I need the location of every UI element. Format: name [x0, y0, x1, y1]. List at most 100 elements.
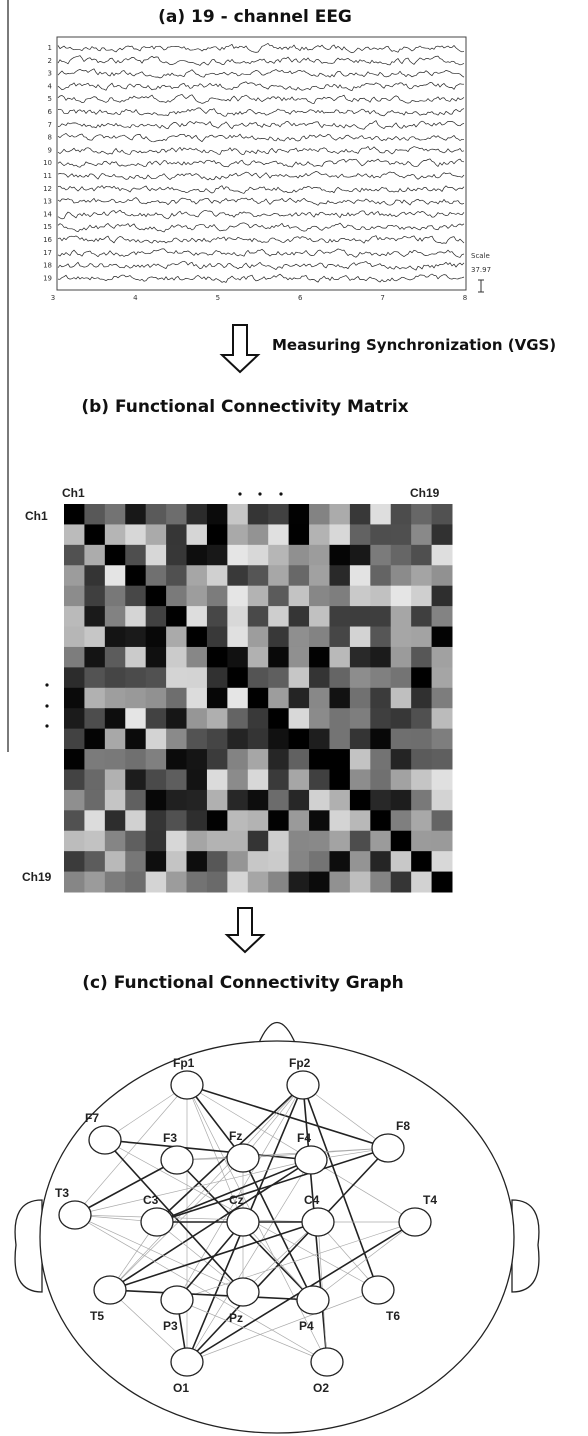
- matrix-cell: [432, 831, 453, 852]
- matrix-cell: [64, 729, 85, 750]
- matrix-cell: [248, 851, 269, 872]
- matrix-cell: [207, 627, 228, 648]
- matrix-cell: [411, 524, 432, 545]
- node: [89, 1126, 121, 1154]
- matrix-cell: [432, 769, 453, 790]
- matrix-cell: [432, 872, 453, 893]
- matrix-cell: [227, 831, 248, 852]
- matrix-cell: [370, 708, 391, 729]
- node: [59, 1201, 91, 1229]
- matrix-cell: [289, 586, 310, 607]
- x-tick-label: 5: [216, 294, 220, 302]
- matrix-cell: [289, 688, 310, 709]
- matrix-cell: [64, 708, 85, 729]
- matrix-cell: [289, 606, 310, 627]
- matrix-cell: [370, 606, 391, 627]
- matrix-cell: [146, 872, 167, 893]
- channel-label: 17: [43, 249, 52, 257]
- matrix-cell: [309, 586, 330, 607]
- matrix-cell: [329, 688, 350, 709]
- matrix-cell: [248, 545, 269, 566]
- matrix-cell: [105, 565, 126, 586]
- matrix-cell: [268, 708, 289, 729]
- node: [287, 1071, 319, 1099]
- matrix-cell: [146, 810, 167, 831]
- matrix-cell: [187, 810, 208, 831]
- matrix-cell: [227, 708, 248, 729]
- matrix-cell: [391, 872, 412, 893]
- matrix-cell: [391, 667, 412, 688]
- matrix-cell: [432, 524, 453, 545]
- matrix-cell: [227, 606, 248, 627]
- matrix-cell: [248, 667, 269, 688]
- matrix-cell: [207, 708, 228, 729]
- matrix-cell: [411, 504, 432, 525]
- channel-label: 8: [48, 134, 52, 142]
- matrix-cell: [350, 769, 371, 790]
- matrix-cell: [187, 851, 208, 872]
- channel-label: 14: [43, 210, 52, 218]
- matrix-cell: [146, 790, 167, 811]
- matrix-cell: [84, 606, 105, 627]
- x-tick-label: 6: [298, 294, 303, 302]
- matrix-cell: [268, 831, 289, 852]
- node-label: P3: [163, 1319, 178, 1333]
- matrix-cell: [105, 586, 126, 607]
- matrix-cell: [187, 627, 208, 648]
- channel-label: 16: [43, 236, 52, 244]
- matrix-cell: [248, 708, 269, 729]
- matrix-cell: [125, 729, 146, 750]
- matrix-cell: [411, 851, 432, 872]
- matrix-cell: [268, 729, 289, 750]
- matrix-cell: [268, 872, 289, 893]
- matrix-cell: [166, 586, 187, 607]
- matrix-cell: [391, 769, 412, 790]
- matrix-cell: [166, 627, 187, 648]
- matrix-cell: [248, 790, 269, 811]
- matrix-cell: [268, 749, 289, 770]
- matrix-cell: [309, 627, 330, 648]
- matrix-cell: [125, 769, 146, 790]
- matrix-cell: [411, 769, 432, 790]
- matrix-cell: [248, 647, 269, 668]
- matrix-cell: [166, 565, 187, 586]
- matrix-cell: [105, 688, 126, 709]
- matrix-cell: [187, 667, 208, 688]
- node: [94, 1276, 126, 1304]
- matrix-cell: [411, 688, 432, 709]
- matrix-cell: [248, 565, 269, 586]
- channel-label: 4: [48, 82, 53, 90]
- matrix-cell: [289, 524, 310, 545]
- matrix-cell: [207, 790, 228, 811]
- matrix-cell: [227, 872, 248, 893]
- matrix-cell: [227, 627, 248, 648]
- matrix-cell: [187, 708, 208, 729]
- matrix-cell: [227, 545, 248, 566]
- matrix-cell: [391, 565, 412, 586]
- matrix-cell: [432, 647, 453, 668]
- node-label: T3: [55, 1186, 69, 1200]
- matrix-cell: [64, 647, 85, 668]
- matrix-cell: [350, 790, 371, 811]
- matrix-cell: [391, 504, 412, 525]
- matrix-cell: [146, 831, 167, 852]
- matrix-cell: [309, 769, 330, 790]
- matrix-cell: [64, 627, 85, 648]
- matrix-cell: [329, 586, 350, 607]
- node: [362, 1276, 394, 1304]
- matrix-cell: [64, 790, 85, 811]
- matrix-cell: [64, 586, 85, 607]
- node-label: Fz: [229, 1129, 242, 1143]
- matrix-cell: [105, 831, 126, 852]
- node-label: T4: [423, 1193, 437, 1207]
- node-label: F7: [85, 1111, 99, 1125]
- matrix-cell: [370, 667, 391, 688]
- matrix-cell: [227, 647, 248, 668]
- matrix-cell: [166, 851, 187, 872]
- matrix-cell: [207, 647, 228, 668]
- matrix-cell: [248, 627, 269, 648]
- matrix-cell: [125, 790, 146, 811]
- col-label: Ch1: [62, 486, 85, 500]
- matrix-cell: [187, 729, 208, 750]
- matrix-cell: [166, 647, 187, 668]
